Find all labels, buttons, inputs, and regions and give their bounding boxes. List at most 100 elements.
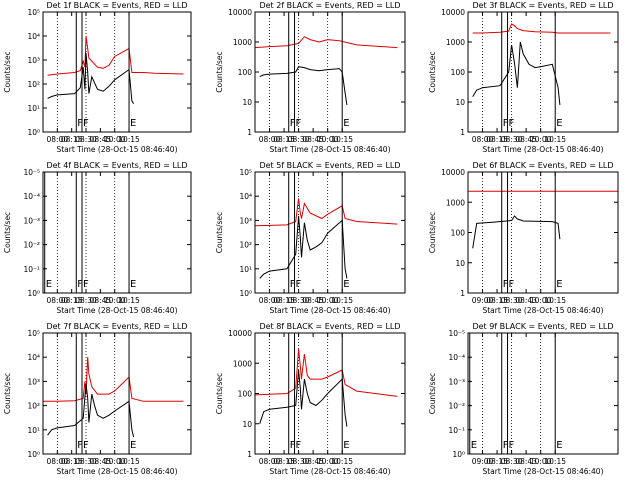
x-tick-label: 10:15 (118, 457, 140, 466)
x-tick-label: 10:15 (544, 135, 566, 144)
marker-label: E (130, 118, 136, 129)
marker-label: F (77, 440, 83, 451)
x-tick-label: 08:15 (486, 135, 508, 144)
marker-label: E (343, 118, 349, 129)
x-tick-label: 08:15 (486, 457, 508, 466)
x-tick-label: 08:30 (288, 296, 310, 305)
plot-frame (467, 332, 619, 455)
y-tick-label: 10¹ (27, 104, 40, 113)
y-axis-label: Counts/sec (3, 51, 12, 92)
lld-series-line (472, 23, 611, 34)
y-tick-label: 10⁵ (27, 8, 40, 17)
x-tick-label: 08:00 (259, 296, 281, 305)
y-tick-label: 10 (455, 98, 465, 107)
y-axis-label: Counts/sec (428, 373, 437, 414)
lld-series-line (47, 35, 184, 76)
plot-frame (467, 171, 619, 294)
marker-label: F (77, 118, 83, 129)
y-tick-label: 10⁰ (27, 289, 40, 298)
x-axis-label: Start Time (28-Oct-15 08:46:40) (269, 145, 390, 154)
y-tick-label: 10⁴ (27, 32, 40, 41)
panel-det-6: Det 6f BLACK = Events, RED = LLD F F E 1 10 10… (428, 161, 619, 315)
y-tick-label: 10⁻¹ (448, 426, 465, 435)
x-tick-label: 10:15 (118, 296, 140, 305)
y-tick-label: 100 (451, 68, 466, 77)
x-tick-label: 08:00 (472, 135, 494, 144)
x-tick-label: 08:15 (61, 296, 83, 305)
marker-label: E (130, 440, 136, 451)
x-axis-label: Start Time (28-Oct-15 08:46:40) (56, 145, 177, 154)
panel-title: Det 9f BLACK = Events, RED = LLD (472, 322, 613, 331)
events-series-line (472, 215, 561, 249)
x-tick-label: 08:15 (273, 457, 295, 466)
panel-title: Det 8f BLACK = Events, RED = LLD (259, 322, 400, 331)
x-tick-label: 08:30 (501, 135, 523, 144)
y-tick-label: 10⁻² (23, 241, 40, 250)
y-tick-label: 10⁴ (239, 192, 252, 201)
y-tick-label: 10² (27, 402, 40, 411)
y-tick-label: 10³ (27, 56, 40, 65)
events-series-line (472, 41, 561, 105)
x-tick-label: 08:15 (61, 457, 83, 466)
y-tick-label: 10⁴ (27, 353, 40, 362)
marker-label: E (556, 279, 562, 290)
y-tick-label: 1 (247, 450, 252, 459)
y-tick-label: 10⁰ (27, 450, 40, 459)
plot-frame (42, 11, 192, 133)
marker-label: E (46, 279, 52, 290)
y-tick-label: 10⁻³ (448, 377, 465, 386)
x-tick-label: 10:00 (530, 457, 552, 466)
y-tick-label: 10¹ (27, 426, 40, 435)
x-tick-label: 08:45 (90, 457, 112, 466)
y-tick-label: 100 (238, 390, 253, 399)
marker-label: F (503, 118, 509, 129)
x-tick-label: 08:30 (501, 296, 523, 305)
x-tick-label: 10:00 (530, 296, 552, 305)
x-tick-label: 08:30 (75, 135, 97, 144)
marker-label: F (290, 440, 296, 451)
y-tick-label: 10 (242, 420, 252, 429)
x-tick-label: 10:00 (317, 296, 339, 305)
plot-frame (42, 171, 192, 294)
y-tick-label: 1000 (446, 38, 465, 47)
y-axis-label: Counts/sec (3, 212, 12, 253)
x-tick-label: 08:45 (90, 296, 112, 305)
x-tick-label: 08:43 (515, 296, 537, 305)
marker-label: F (503, 440, 509, 451)
lld-series-line (254, 36, 398, 49)
x-tick-label: 10:00 (104, 296, 126, 305)
panel-title: Det 7f BLACK = Events, RED = LLD (46, 322, 187, 331)
x-tick-label: 08:30 (288, 135, 310, 144)
panel-title: Det 5f BLACK = Events, RED = LLD (259, 161, 400, 170)
panel-det-8: Det 8f BLACK = Events, RED = LLD F F E 1 10 10… (215, 322, 406, 476)
marker-label: F (83, 440, 89, 451)
y-tick-label: 10000 (228, 8, 252, 17)
y-axis-label: Counts/sec (215, 373, 224, 414)
panel-det-2: Det 2f BLACK = Events, RED = LLD F F E 1 10 10… (215, 1, 406, 154)
marker-label: F (77, 279, 83, 290)
y-tick-label: 10⁰ (239, 289, 252, 298)
y-tick-label: 10000 (441, 168, 465, 177)
marker-label: F (503, 279, 509, 290)
x-tick-label: 10:15 (331, 457, 353, 466)
marker-label: F (296, 118, 302, 129)
y-tick-label: 100 (238, 68, 253, 77)
y-tick-label: 10⁰ (27, 128, 40, 137)
x-tick-label: 08:00 (47, 296, 69, 305)
panel-title: Det 2f BLACK = Events, RED = LLD (259, 1, 400, 10)
y-tick-label: 10⁰ (452, 450, 465, 459)
y-tick-label: 10³ (27, 377, 40, 386)
x-axis-label: Start Time (28-Oct-15 08:46:40) (482, 306, 603, 315)
panel-det-7: Det 7f BLACK = Events, RED = LLD F F E 10⁰ 10… (3, 322, 192, 476)
x-tick-label: 08:45 (515, 135, 537, 144)
x-tick-label: 08:15 (61, 135, 83, 144)
y-axis-label: Counts/sec (428, 51, 437, 92)
lld-series-line (254, 348, 398, 397)
y-axis-label: Counts/sec (428, 212, 437, 253)
events-series-line (259, 66, 348, 105)
y-tick-label: 10 (455, 259, 465, 268)
x-tick-label: 08:00 (47, 457, 69, 466)
x-tick-label: 08:45 (90, 135, 112, 144)
panel-det-5: Det 5f BLACK = Events, RED = LLD F F E 10⁰ 10… (215, 161, 406, 315)
events-series-line (259, 369, 348, 427)
